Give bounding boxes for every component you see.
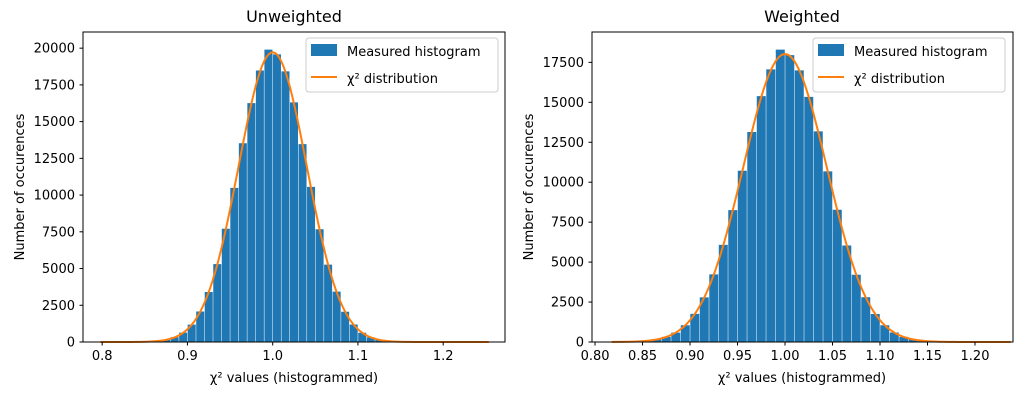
x-axis-label-unweighted: χ² values (histogrammed) [210, 371, 378, 386]
chart-title-unweighted: Unweighted [246, 7, 342, 26]
y-tick-label: 12500 [543, 136, 584, 151]
y-tick-label: 7500 [551, 216, 584, 231]
legend-unweighted: Measured histogram χ² distribution [305, 37, 499, 93]
y-axis-label-unweighted: Number of occurences [13, 113, 28, 260]
x-tick-label: 0.8 [92, 349, 113, 364]
y-tick-label: 2500 [42, 299, 75, 314]
x-tick-label: 1.00 [771, 349, 800, 364]
y-tick-label: 5000 [42, 262, 75, 277]
legend-frame [812, 37, 1006, 93]
y-tick-label: 15000 [543, 96, 584, 111]
x-tick-label: 1.15 [913, 349, 942, 364]
x-tick-label: 1.05 [818, 349, 847, 364]
x-tick-label: 1.10 [866, 349, 895, 364]
x-tick-label: 1.2 [433, 349, 454, 364]
histogram-bars [604, 49, 1004, 342]
x-tick-label: 1.1 [348, 349, 369, 364]
histogram-bars [110, 49, 486, 342]
y-tick-label: 15000 [34, 115, 75, 130]
x-tick-label: 0.80 [581, 349, 610, 364]
axes-frame-weighted [591, 31, 1014, 343]
chart-unweighted: 0.8 0.9 1.0 1.1 1.2 0 2500 5000 7500 10000 12500 15… [13, 7, 506, 386]
y-tick-label: 17500 [543, 56, 584, 71]
y-tick-label: 10000 [34, 189, 75, 204]
legend-weighted: Measured histogram χ² distribution [812, 37, 1006, 93]
y-tick-label: 17500 [34, 78, 75, 93]
chart-title-weighted: Weighted [764, 7, 840, 26]
legend-swatch-histogram [311, 44, 337, 56]
plot-content-weighted: 0.80 0.85 0.90 0.95 1.00 1.05 1.10 1.15 1.20 0 250… [543, 49, 1011, 364]
x-tick-label: 0.85 [628, 349, 657, 364]
x-axis-label-weighted: χ² values (histogrammed) [718, 371, 886, 386]
x-tick-label: 1.0 [262, 349, 283, 364]
legend-label-histogram: Measured histogram [347, 45, 481, 60]
x-tick-label: 0.95 [723, 349, 752, 364]
x-tick-label: 0.90 [676, 349, 705, 364]
y-tick-label: 0 [67, 336, 75, 351]
x-tick-label: 1.20 [961, 349, 990, 364]
legend-label-curve: χ² distribution [854, 72, 945, 87]
plot-content-unweighted: 0.8 0.9 1.0 1.1 1.2 0 2500 5000 7500 10000 12500 15… [34, 42, 489, 364]
legend-swatch-histogram [818, 44, 844, 56]
y-axis-label-weighted: Number of occurences [522, 113, 537, 260]
axes-frame-unweighted [82, 31, 506, 343]
y-tick-label: 2500 [551, 296, 584, 311]
x-tick-label: 0.9 [177, 349, 198, 364]
legend-frame [305, 37, 499, 93]
y-tick-label: 5000 [551, 256, 584, 271]
chart-weighted: 0.80 0.85 0.90 0.95 1.00 1.05 1.10 1.15 1.20 0 250… [522, 7, 1014, 386]
y-tick-label: 0 [576, 336, 584, 351]
y-tick-label: 12500 [34, 152, 75, 167]
legend-label-curve: χ² distribution [347, 72, 438, 87]
y-tick-label: 7500 [42, 225, 75, 240]
y-tick-label: 10000 [543, 176, 584, 191]
legend-label-histogram: Measured histogram [854, 45, 988, 60]
y-tick-label: 20000 [34, 42, 75, 57]
